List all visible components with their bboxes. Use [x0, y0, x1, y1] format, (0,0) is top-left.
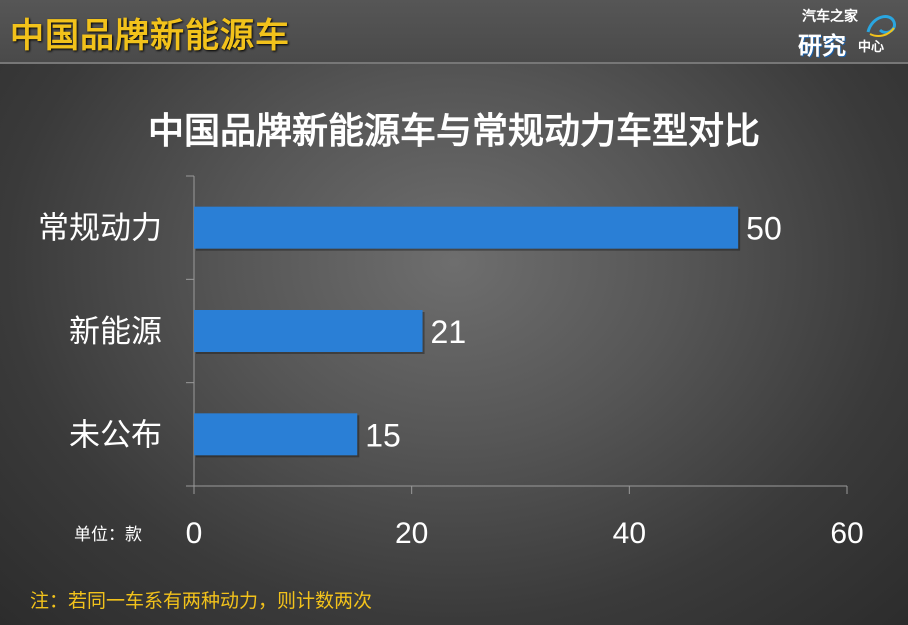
x-tick-label: 40 [613, 517, 646, 550]
data-label: 15 [365, 417, 401, 453]
header-title: 中国品牌新能源车 [10, 16, 290, 56]
bar [194, 413, 358, 456]
category-label: 常规动力 [38, 211, 162, 247]
header-bar: 中国品牌新能源车 汽车之家 研究 中心 [0, 0, 908, 62]
brand-logo: 汽车之家 研究 中心 [796, 4, 904, 60]
footnote: 注：若同一车系有两种动力，则计数两次 [30, 590, 373, 612]
category-label: 新能源 [69, 314, 162, 350]
logo-small-text: 中心 [858, 40, 885, 55]
chart-title: 中国品牌新能源车与常规动力车型对比 [147, 111, 760, 152]
x-tick-label: 60 [830, 517, 863, 550]
logo-big-text: 研究 [798, 32, 846, 60]
bar [194, 206, 739, 249]
x-tick-label: 0 [186, 517, 203, 550]
logo-swirl-icon [866, 15, 896, 37]
bar [194, 310, 423, 352]
unit-label: 单位：款 [74, 525, 142, 545]
header-divider [0, 62, 908, 64]
x-tick-label: 20 [395, 517, 428, 550]
data-label: 21 [431, 314, 467, 350]
data-label: 50 [746, 211, 782, 247]
category-label: 未公布 [69, 417, 162, 453]
logo-top-text: 汽车之家 [802, 9, 858, 25]
